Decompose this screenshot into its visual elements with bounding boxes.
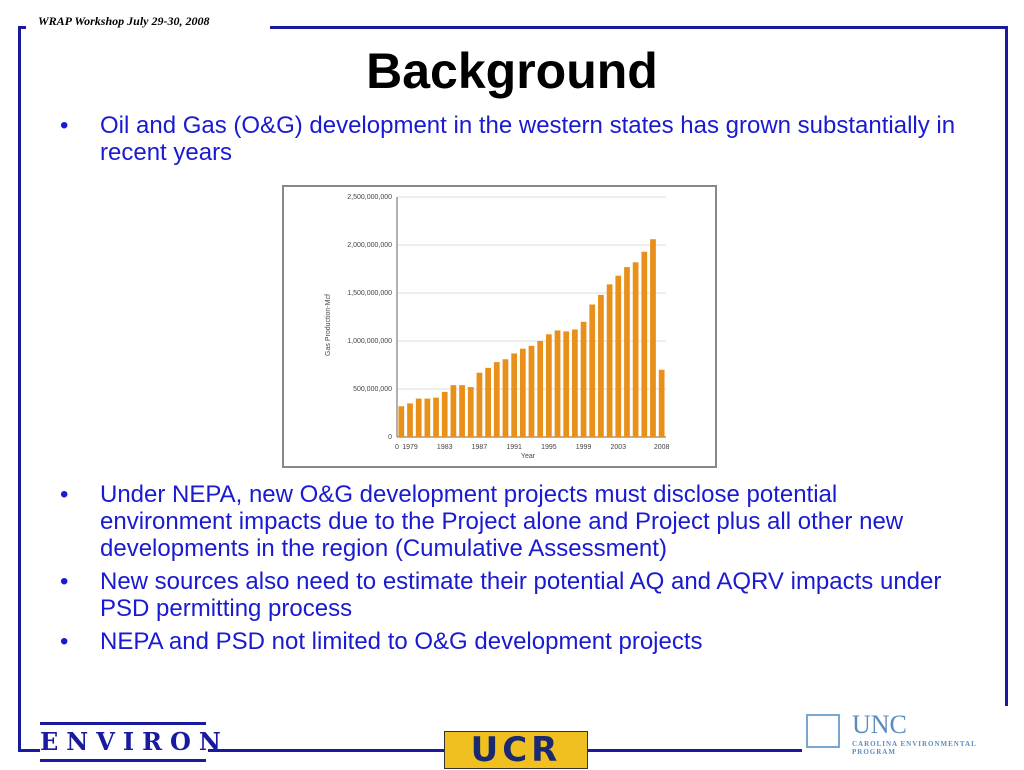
bar xyxy=(641,251,648,437)
chart: Gas Production-Mcf Year 0 0 500,000,000 1,… xyxy=(282,185,717,468)
bullet: NEPA and PSD not limited to O&G developm… xyxy=(60,628,960,655)
bar xyxy=(580,321,587,437)
x-tick-label: 1983 xyxy=(437,444,453,451)
header-note: WRAP Workshop July 29-30, 2008 xyxy=(38,14,210,28)
logo-ucr: UCR xyxy=(444,731,588,769)
bullet: Oil and Gas (O&G) development in the wes… xyxy=(60,112,960,166)
bar xyxy=(528,345,535,437)
y-tick-label: 1,500,000,000 xyxy=(347,290,392,297)
bar xyxy=(519,348,526,437)
bar xyxy=(433,397,439,437)
y-tick-label: 500,000,000 xyxy=(353,386,392,393)
bar xyxy=(615,275,622,437)
bar xyxy=(467,387,474,437)
x-tick-label: 1999 xyxy=(576,444,592,451)
bar xyxy=(545,334,552,437)
bar xyxy=(511,353,518,437)
x-tick-label: 2008 xyxy=(654,444,670,451)
y-tick-label: 0 xyxy=(388,434,392,441)
logo-unc: UNC xyxy=(852,710,907,739)
bar xyxy=(450,385,457,437)
x-tick-label: 1987 xyxy=(472,444,488,451)
bullet-list: Under NEPA, new O&G development projects… xyxy=(60,481,960,661)
bar xyxy=(424,398,431,437)
y-tick-label: 2,000,000,000 xyxy=(347,242,392,249)
bar xyxy=(493,362,500,437)
bar xyxy=(632,262,639,437)
bullet-list: Oil and Gas (O&G) development in the wes… xyxy=(60,112,960,172)
bar xyxy=(407,403,413,437)
bar xyxy=(624,267,630,437)
bar xyxy=(658,369,665,437)
logo-icon xyxy=(806,714,840,748)
frame-line xyxy=(208,749,444,752)
frame-line xyxy=(18,26,26,29)
bar xyxy=(415,398,422,437)
x-tick-label: 1995 xyxy=(541,444,557,451)
y-axis-label: Gas Production-Mcf xyxy=(325,294,332,356)
x-tick-label: 1979 xyxy=(402,444,418,451)
bar xyxy=(572,329,578,437)
slide-title: Background xyxy=(366,43,658,99)
bar xyxy=(537,341,544,437)
bar xyxy=(554,330,561,437)
logo-environ: ENVIRON xyxy=(40,722,221,762)
x-axis-label: Year xyxy=(521,453,536,460)
bar xyxy=(441,391,448,437)
frame-line xyxy=(1005,26,1008,706)
bar xyxy=(398,406,405,437)
x-start-label: 0 xyxy=(395,444,399,451)
frame-line xyxy=(18,749,40,752)
bar xyxy=(589,304,596,437)
frame-line xyxy=(588,749,802,752)
bar xyxy=(563,331,570,437)
frame-line xyxy=(270,26,1008,29)
bar xyxy=(485,367,491,437)
bar xyxy=(598,294,604,437)
x-tick-label: 2003 xyxy=(610,444,626,451)
bar xyxy=(459,385,465,437)
y-tick-label: 1,000,000,000 xyxy=(347,338,392,345)
bar xyxy=(502,359,509,437)
logo-unc-sub: CAROLINA ENVIRONMENTAL PROGRAM xyxy=(852,740,977,756)
bar xyxy=(476,372,483,437)
bar xyxy=(606,284,613,437)
y-tick-label: 2,500,000,000 xyxy=(347,194,392,201)
x-tick-label: 1991 xyxy=(506,444,522,451)
bullet: New sources also need to estimate their … xyxy=(60,568,960,622)
bullet: Under NEPA, new O&G development projects… xyxy=(60,481,960,562)
bar xyxy=(650,239,656,437)
frame-line xyxy=(18,26,21,752)
